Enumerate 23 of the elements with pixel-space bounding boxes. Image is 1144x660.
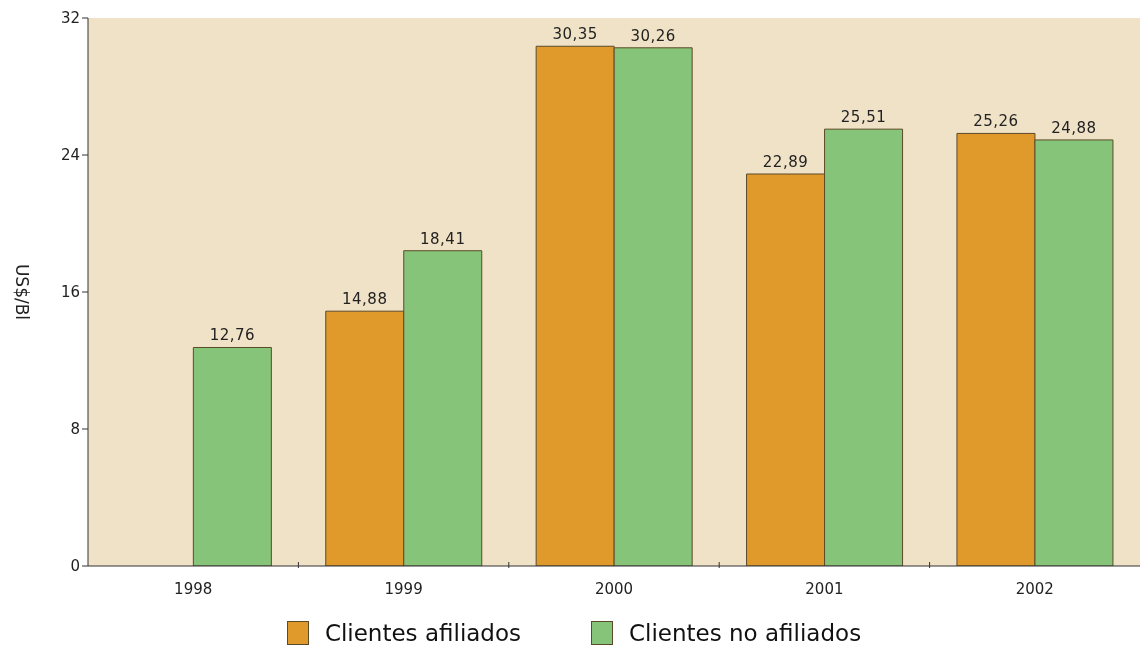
x-tick-label: 1999 [384,580,423,598]
data-label: 30,35 [552,25,598,44]
data-label: 12,76 [209,326,256,345]
data-label: 25,26 [973,112,1019,131]
x-tick-label: 2002 [1015,580,1054,598]
x-tick-label: 1998 [174,580,213,598]
data-label: 14,88 [342,290,388,309]
data-label: 24,88 [1051,118,1097,137]
data-label: 25,51 [840,108,887,127]
y-tick-label: 24 [60,146,80,165]
data-label: 30,26 [630,26,676,45]
legend-label: Clientes no afiliados [629,620,862,646]
y-tick-label: 0 [70,557,80,576]
y-tick-label: 8 [70,420,80,439]
bar [192,346,272,566]
y-axis-title: US$/Bl [12,263,32,321]
y-tick-label: 16 [60,283,80,302]
data-label: 22,89 [762,153,809,172]
y-tick-label: 32 [60,9,80,28]
x-tick-label: 2001 [805,580,844,598]
legend-label: Clientes afiliados [324,620,522,646]
data-label: 18,41 [420,229,466,248]
x-tick-label: 2000 [594,580,634,598]
